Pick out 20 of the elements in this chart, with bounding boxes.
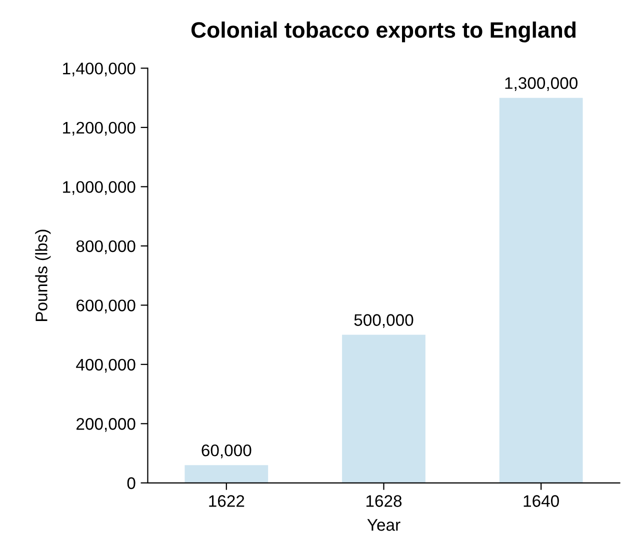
data-label: 500,000: [354, 314, 414, 328]
y-tick-label: 400,000: [76, 358, 136, 373]
bar: [342, 334, 426, 483]
x-tick-label: 1628: [366, 495, 402, 507]
y-tick-label: 1,200,000: [63, 122, 136, 136]
data-label: 1,300,000: [505, 77, 578, 91]
x-axis-title: Year: [367, 519, 400, 531]
data-label: 60,000: [202, 444, 252, 458]
bar: [499, 98, 583, 483]
bar: [184, 465, 268, 483]
y-tick-label: 200,000: [76, 418, 136, 432]
y-tick-label: 1,400,000: [63, 62, 136, 76]
chart-title: Colonial tobacco exports to England: [191, 22, 576, 42]
x-tick-label: 1640: [524, 495, 559, 507]
y-tick-label: 0: [127, 477, 136, 490]
y-tick-label: 600,000: [76, 300, 136, 314]
y-axis-title: Pounds (lbs): [35, 230, 51, 321]
y-tick-label: 1,000,000: [63, 181, 136, 195]
x-tick-label: 1622: [209, 495, 244, 507]
y-tick-label: 800,000: [76, 240, 136, 254]
